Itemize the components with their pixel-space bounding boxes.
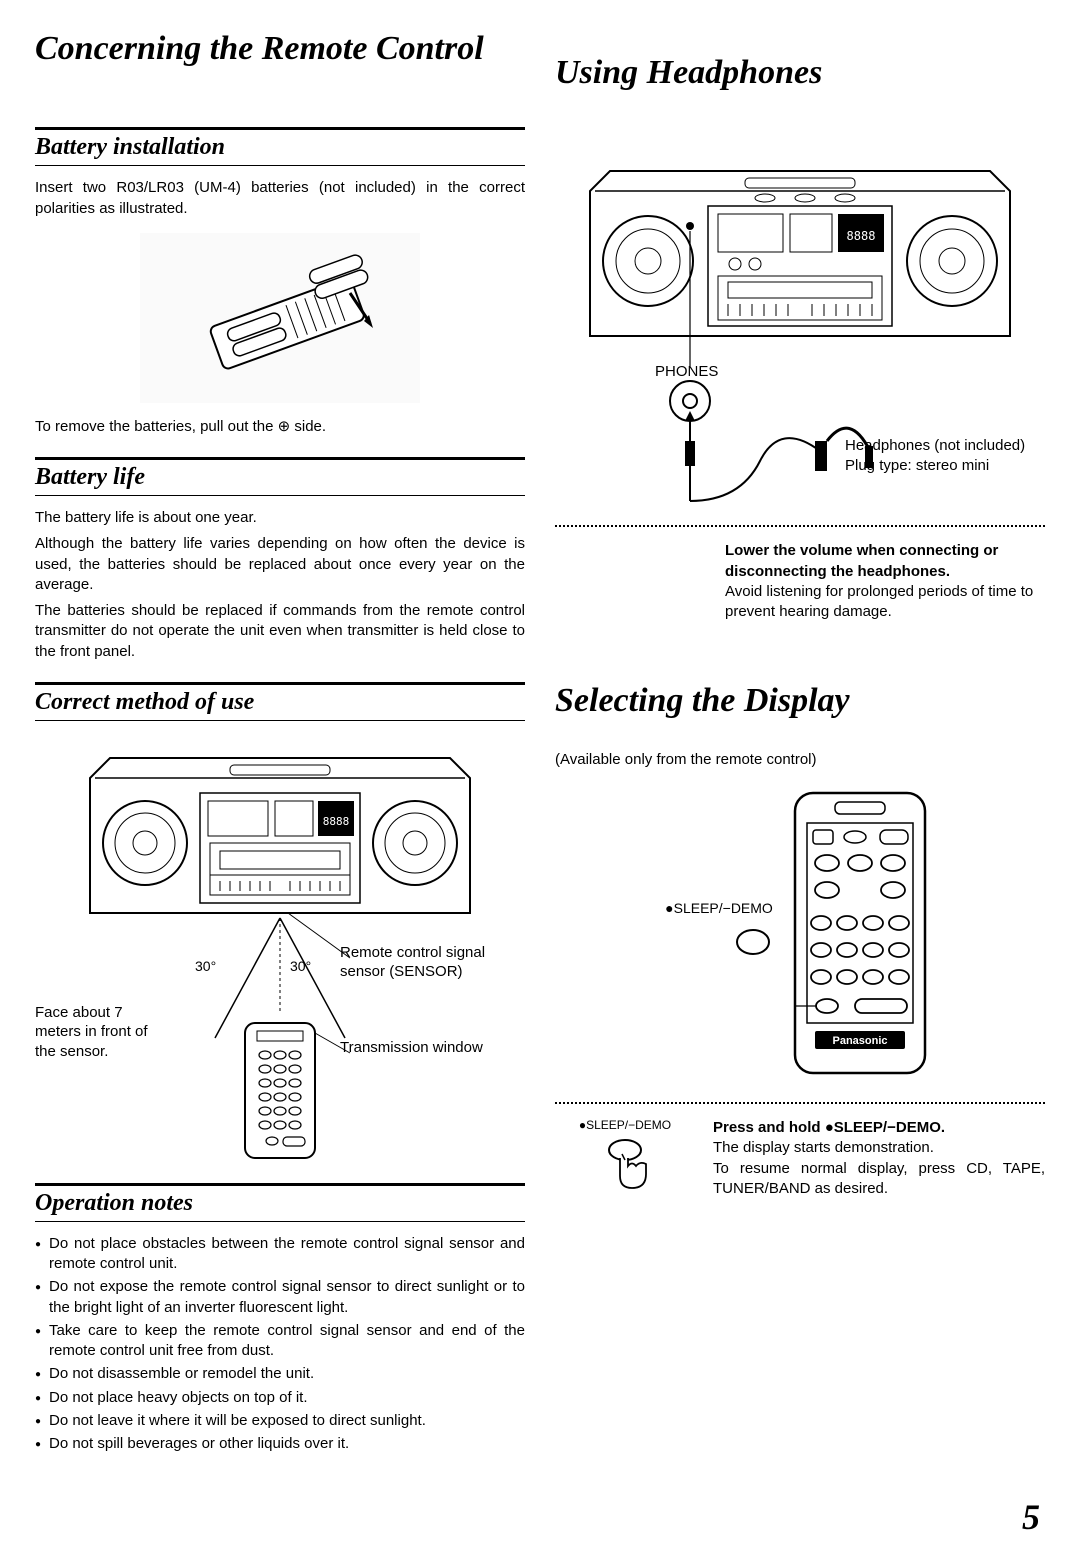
note-item: Take care to keep the remote control sig… bbox=[35, 1321, 525, 1362]
svg-text:8888: 8888 bbox=[847, 229, 876, 243]
label-sensor: Remote control signal sensor (SENSOR) bbox=[340, 943, 520, 982]
headphone-warning: Lower the volume when connecting or disc… bbox=[555, 541, 1045, 622]
label-sleep-demo: ●SLEEP/−DEMO bbox=[665, 900, 773, 916]
text-available-remote: (Available only from the remote control) bbox=[555, 750, 1045, 770]
label-face-distance: Face about 7 meters in front of the sens… bbox=[35, 1003, 170, 1062]
text-battery-life: The battery life is about one year. Alth… bbox=[35, 508, 525, 662]
press-body-2: To resume normal display, press CD, TAPE… bbox=[713, 1159, 1045, 1200]
heading-correct-method: Correct method of use bbox=[35, 682, 525, 721]
remote-brand-text: Panasonic bbox=[832, 1035, 887, 1047]
warn-body: Avoid listening for prolonged periods of… bbox=[725, 582, 1045, 623]
diagram-correct-method: 8888 bbox=[35, 733, 525, 1163]
note-item: Do not spill beverages or other liquids … bbox=[35, 1434, 525, 1454]
dotted-divider bbox=[555, 525, 1045, 527]
p-life-3: The batteries should be replaced if comm… bbox=[35, 601, 525, 662]
label-sleep-demo-small: ●SLEEP/−DEMO bbox=[555, 1118, 695, 1132]
note-item: Do not place obstacles between the remot… bbox=[35, 1234, 525, 1275]
press-body-1: The display starts demonstration. bbox=[713, 1138, 1045, 1158]
note-item: Do not place heavy objects on top of it. bbox=[35, 1388, 525, 1408]
page-number: 5 bbox=[1022, 1496, 1040, 1538]
heading-battery-installation: Battery installation bbox=[35, 127, 525, 166]
svg-text:8888: 8888 bbox=[323, 815, 350, 828]
p-battery-remove: To remove the batteries, pull out the ⊕ … bbox=[35, 417, 525, 437]
label-transmission-window: Transmission window bbox=[340, 1038, 500, 1058]
warn-bold: Lower the volume when connecting or disc… bbox=[725, 541, 1045, 582]
dotted-divider-2 bbox=[555, 1102, 1045, 1104]
right-column: Using Headphones bbox=[555, 30, 1045, 1457]
press-hold-bold: Press and hold ●SLEEP/−DEMO. bbox=[713, 1118, 1045, 1138]
p-life-2: Although the battery life varies dependi… bbox=[35, 534, 525, 595]
title-remote-control: Concerning the Remote Control bbox=[35, 30, 525, 67]
diagram-remote-sleep: ●SLEEP/−DEMO bbox=[555, 788, 1045, 1078]
label-phones: PHONES bbox=[655, 363, 715, 380]
p-life-1: The battery life is about one year. bbox=[35, 508, 525, 528]
note-item: Do not leave it where it will be exposed… bbox=[35, 1411, 525, 1431]
list-operation-notes: Do not place obstacles between the remot… bbox=[35, 1234, 525, 1455]
heading-operation-notes: Operation notes bbox=[35, 1183, 525, 1222]
p-available: (Available only from the remote control) bbox=[555, 750, 1045, 770]
title-using-headphones: Using Headphones bbox=[555, 54, 1045, 91]
text-battery-install: Insert two R03/LR03 (UM-4) batteries (no… bbox=[35, 178, 525, 219]
text-battery-remove: To remove the batteries, pull out the ⊕ … bbox=[35, 417, 525, 437]
sleep-button-icon bbox=[733, 922, 773, 962]
label-plug-type: Plug type: stereo mini bbox=[845, 456, 1045, 476]
remote-illustration: Panasonic bbox=[785, 788, 935, 1078]
sleep-demo-instruction: ●SLEEP/−DEMO Press and hold ●SLEEP/−DEMO… bbox=[555, 1118, 1045, 1201]
label-hp-not-included: Headphones (not included) bbox=[845, 436, 1045, 456]
press-hold-icon bbox=[590, 1136, 660, 1196]
diagram-headphones: 8888 bbox=[555, 151, 1045, 511]
note-item: Do not expose the remote control signal … bbox=[35, 1277, 525, 1318]
title-selecting-display: Selecting the Display bbox=[555, 682, 1045, 719]
p-battery-install-1: Insert two R03/LR03 (UM-4) batteries (no… bbox=[35, 178, 525, 219]
heading-battery-life: Battery life bbox=[35, 457, 525, 496]
label-angle-right: 30° bbox=[290, 958, 311, 974]
diagram-battery-install bbox=[140, 233, 420, 403]
note-item: Do not disassemble or remodel the unit. bbox=[35, 1364, 525, 1384]
label-angle-left: 30° bbox=[195, 958, 216, 974]
left-column: Concerning the Remote Control Battery in… bbox=[35, 30, 525, 1457]
